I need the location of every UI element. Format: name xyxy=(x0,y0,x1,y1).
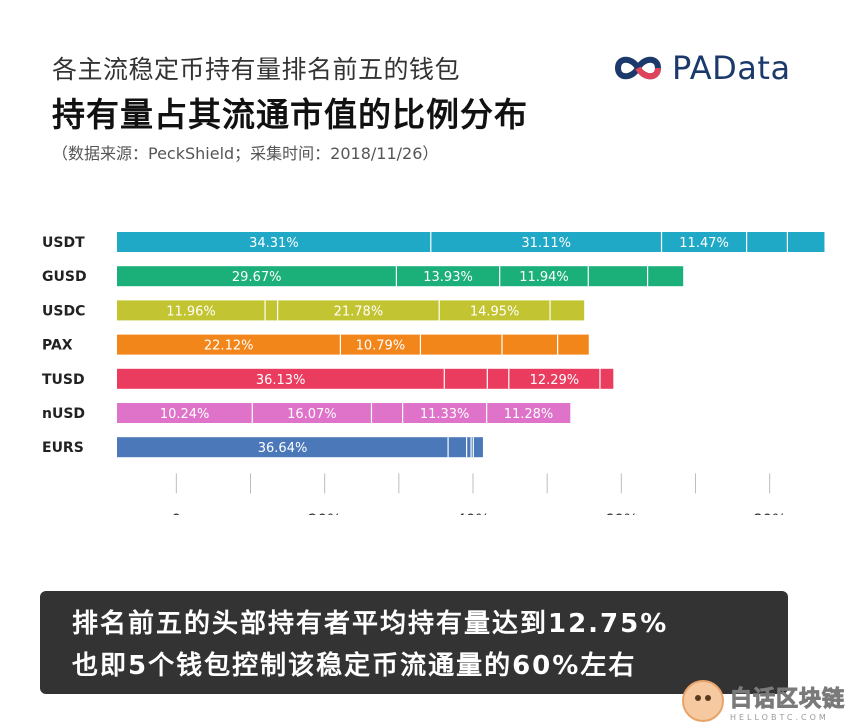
segment-label-gusd-2: 13.93% xyxy=(423,270,473,285)
segment-label-usdt-3: 11.47% xyxy=(679,236,729,251)
segment-label-nusd-2: 16.07% xyxy=(287,407,337,422)
segment-label-tusd-4: 12.29% xyxy=(530,373,580,388)
bar-segment-tusd-5 xyxy=(599,368,614,389)
padata-logo-text: PAData xyxy=(672,49,791,87)
watermark-url: HELLOBTC.COM xyxy=(729,712,829,722)
bar-segment-tusd-1 xyxy=(117,368,445,389)
bar-segment-pax-4 xyxy=(501,334,558,355)
bar-segment-gusd-4 xyxy=(588,266,648,287)
summary-banner: 排名前五的头部持有者平均持有量达到12.75% 也即5个钱包控制该稳定币流通量的… xyxy=(40,591,788,694)
category-label-gusd: GUSD xyxy=(42,269,87,285)
summary-line-2: 也即5个钱包控制该稳定币流通量的60%左右 xyxy=(72,651,637,681)
segment-label-usdc-3: 21.78% xyxy=(334,304,384,319)
bar-segment-usdc-3 xyxy=(277,300,440,321)
category-label-tusd: TUSD xyxy=(42,372,85,388)
hellobtc-watermark: 白话区块链 HELLOBTC.COM xyxy=(681,680,845,722)
watermark-title: 白话区块链 xyxy=(729,686,845,712)
bar-segment-gusd-2 xyxy=(396,266,500,287)
bar-segment-pax-1 xyxy=(117,334,341,355)
mascot-icon xyxy=(681,680,724,722)
segment-label-pax-1: 22.12% xyxy=(204,339,254,354)
segment-label-usdc-4: 14.95% xyxy=(470,304,520,319)
category-label-eurs: EURS xyxy=(42,440,84,456)
padata-logo: PAData xyxy=(612,48,791,88)
category-label-usdc: USDC xyxy=(42,303,85,319)
bar-segment-eurs-5 xyxy=(473,437,483,458)
bar-segment-eurs-2 xyxy=(448,437,467,458)
segment-label-nusd-1: 10.24% xyxy=(160,407,210,422)
bar-segment-eurs-3 xyxy=(466,437,472,458)
category-label-nusd: nUSD xyxy=(42,406,85,422)
bar-segment-usdc-5 xyxy=(550,300,585,321)
bar-segment-tusd-4 xyxy=(508,368,600,389)
bar-segment-pax-3 xyxy=(420,334,502,355)
stacked-bar-chart: USDT 34.31% 31.11% 11.47% GUSD 29.67% 13.93% 11… xyxy=(42,232,825,515)
bar-segment-gusd-5 xyxy=(647,266,684,287)
bar-segment-usdt-3 xyxy=(661,232,747,252)
bar-segment-tusd-2 xyxy=(444,368,488,389)
x-tick-label: 20% xyxy=(308,510,341,515)
segment-label-usdc-1: 11.96% xyxy=(166,304,216,319)
segment-label-tusd-1: 36.13% xyxy=(256,373,306,388)
bar-segment-usdt-4 xyxy=(746,232,788,252)
data-source: （数据来源：PeckShield；采集时间：2018/11/26） xyxy=(52,144,439,163)
bar-segment-usdt-1 xyxy=(117,232,431,252)
segment-label-usdt-1: 34.31% xyxy=(249,236,299,251)
bar-segment-usdc-4 xyxy=(439,300,551,321)
bar-segment-nusd-4 xyxy=(402,403,487,423)
bar-segment-usdc-1 xyxy=(117,300,266,321)
bar-segment-eurs-4 xyxy=(471,437,474,458)
segment-label-gusd-1: 29.67% xyxy=(232,270,282,285)
bar-segment-nusd-5 xyxy=(486,403,571,423)
bar-segment-usdt-5 xyxy=(787,232,825,252)
bar-segment-pax-2 xyxy=(340,334,421,355)
segment-label-gusd-3: 11.94% xyxy=(519,270,569,285)
bar-segment-gusd-3 xyxy=(499,266,589,287)
padata-logo-icon xyxy=(614,56,662,80)
category-label-usdt: USDT xyxy=(42,235,85,251)
bar-segment-usdc-2 xyxy=(265,300,278,321)
x-tick-label: 0 xyxy=(172,510,182,515)
bar-segment-nusd-2 xyxy=(252,403,372,423)
bar-segment-tusd-3 xyxy=(487,368,509,389)
chart-title: 持有量占其流通市值的比例分布 xyxy=(52,95,528,134)
x-tick-label: 80% xyxy=(753,510,786,515)
summary-line-1: 排名前五的头部持有者平均持有量达到12.75% xyxy=(72,609,669,639)
chart-subtitle: 各主流稳定币持有量排名前五的钱包 xyxy=(52,55,461,84)
bar-segment-usdt-2 xyxy=(430,232,662,252)
bar-segment-nusd-3 xyxy=(371,403,403,423)
bar-segment-gusd-1 xyxy=(117,266,397,287)
segment-label-usdt-2: 31.11% xyxy=(521,236,571,251)
x-tick-label: 40% xyxy=(456,510,489,515)
bar-segment-pax-5 xyxy=(557,334,589,355)
segment-label-pax-2: 10.79% xyxy=(356,339,406,354)
bar-segment-eurs-1 xyxy=(117,437,449,458)
x-tick-label: 60% xyxy=(605,510,638,515)
segment-label-eurs-1: 36.64% xyxy=(258,441,308,456)
bar-segment-nusd-1 xyxy=(117,403,253,423)
segment-label-nusd-4: 11.33% xyxy=(420,407,470,422)
segment-label-nusd-5: 11.28% xyxy=(504,407,554,422)
category-label-pax: PAX xyxy=(42,338,73,354)
